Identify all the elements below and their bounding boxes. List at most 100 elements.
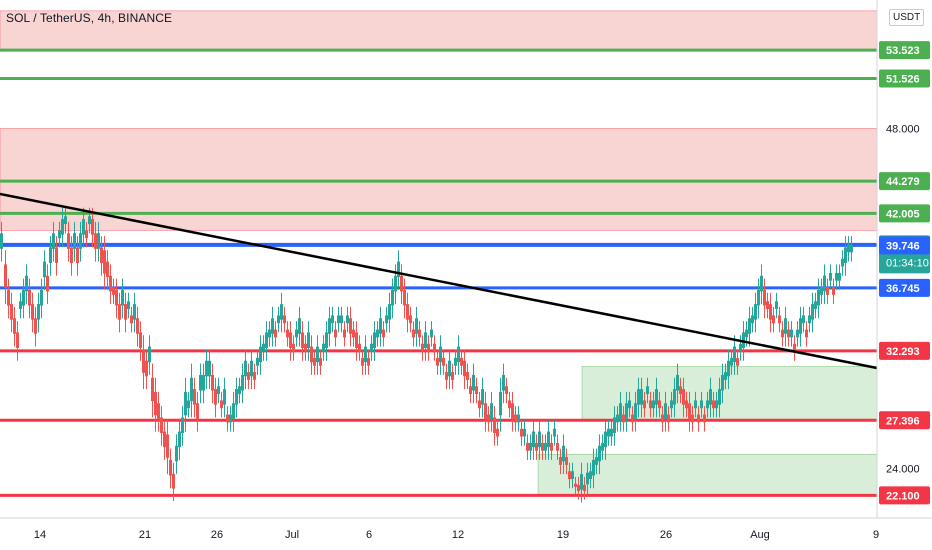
candle-body (352, 329, 355, 338)
candle-body (187, 400, 190, 409)
candle-body (574, 483, 577, 487)
price-label-badge (879, 486, 930, 505)
candle-body (499, 391, 502, 416)
candle-body (754, 304, 757, 320)
candle-body (298, 318, 301, 334)
candle-body (733, 346, 736, 363)
candle-body (604, 431, 607, 448)
candle-body (481, 389, 484, 405)
candle-body (43, 261, 46, 278)
candle-body (829, 272, 832, 281)
candle-body (355, 332, 358, 348)
candle-body (592, 459, 595, 476)
candle-body (427, 343, 430, 352)
candle-body (397, 261, 400, 278)
candle-body (439, 346, 442, 363)
candle-body (118, 304, 121, 320)
time-axis[interactable]: 14 21 26 Jul 6 12 19 26 Aug 9 (0, 517, 932, 550)
candle-body (631, 414, 634, 423)
candle-body (271, 318, 274, 334)
price-label-text: 32.293 (886, 346, 920, 358)
candle-body (433, 343, 436, 352)
price-label-text: 51.526 (886, 73, 920, 85)
candle-body (718, 389, 721, 405)
candle-body (88, 216, 91, 225)
candle-body (766, 301, 769, 310)
candle-body (124, 304, 127, 320)
candle-body (121, 289, 124, 306)
candle-body (598, 445, 601, 462)
time-tick-label: 19 (557, 529, 569, 541)
candle-body (103, 250, 106, 274)
currency-button[interactable]: USDT (889, 9, 925, 26)
candle-body (112, 287, 115, 295)
candle-body (634, 403, 637, 419)
candle-body (238, 386, 241, 395)
candle-body (19, 301, 22, 310)
candle-body (367, 357, 370, 366)
candle-body (721, 374, 724, 391)
candlestick-series (0, 207, 853, 503)
candle-body (565, 457, 568, 465)
candle-body (667, 414, 670, 423)
candle-body (301, 332, 304, 348)
candle-body (343, 329, 346, 338)
candle-body (244, 360, 247, 377)
candle-body (127, 301, 130, 310)
candle-body (214, 389, 217, 405)
candle-body (745, 329, 748, 338)
price-axis[interactable]: 48.00024.00053.52351.52644.27942.00539.8… (876, 0, 932, 550)
candle-body (259, 346, 262, 363)
price-label-text: 44.279 (886, 176, 920, 188)
price-label-badge (879, 278, 930, 297)
candle-body (742, 332, 745, 348)
candle-body (469, 386, 472, 395)
candle-body (847, 244, 850, 253)
candle-body (526, 442, 529, 451)
candle-body (778, 315, 781, 324)
candle-body (601, 442, 604, 451)
candle-body (703, 414, 706, 423)
candle-body (58, 230, 61, 239)
candle-body (493, 417, 496, 433)
candle-body (7, 289, 10, 306)
level-lines-layer (0, 48, 877, 497)
candle-body (532, 431, 535, 448)
candle-body (190, 377, 193, 402)
time-tick-label: 14 (34, 529, 46, 541)
candle-body (133, 304, 136, 320)
time-tick-label: Aug (750, 529, 770, 541)
candle-body (163, 431, 166, 448)
candle-body (10, 304, 13, 320)
candle-body (253, 372, 256, 380)
candle-body (442, 357, 445, 366)
candle-body (178, 431, 181, 448)
candle-body (691, 414, 694, 423)
candle-body (199, 374, 202, 391)
candle-body (52, 233, 55, 249)
candle-body (400, 275, 403, 292)
candle-body (448, 360, 451, 377)
candle-body (772, 315, 775, 324)
candle-body (796, 329, 799, 338)
price-tick-label: 48.000 (886, 123, 920, 135)
trendline (0, 192, 878, 370)
candle-body (34, 318, 37, 334)
candle-body (607, 428, 610, 437)
candle-body (805, 329, 808, 338)
candle-body (436, 357, 439, 366)
candle-body (166, 434, 169, 458)
price-label-text: 22.100 (886, 490, 920, 502)
candle-body (478, 400, 481, 409)
candle-body (286, 329, 289, 338)
candle-body (280, 304, 283, 320)
price-axis-background (877, 0, 932, 550)
candle-body (418, 329, 421, 338)
candle-body (130, 315, 133, 324)
candle-body (145, 360, 148, 377)
candle-body (310, 346, 313, 363)
candle-body (709, 389, 712, 405)
candle-body (235, 389, 238, 405)
candle-body (781, 329, 784, 338)
